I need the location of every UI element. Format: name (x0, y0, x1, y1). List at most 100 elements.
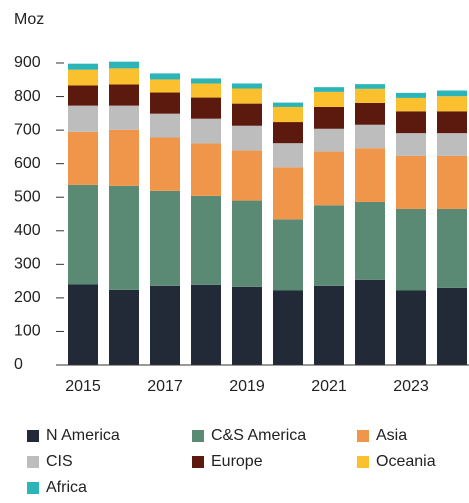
bar-segment (150, 73, 180, 80)
legend-label: N America (46, 427, 120, 444)
y-axis-label: Moz (14, 11, 44, 28)
bar-segment (314, 91, 344, 107)
bar-segment (314, 205, 344, 286)
legend-swatch (27, 456, 39, 468)
bar-segment (232, 200, 262, 287)
bar-segment (191, 97, 221, 119)
bar-segment (68, 85, 98, 106)
bar-segment (150, 92, 180, 114)
bar-segment (68, 105, 98, 132)
bar-segment (396, 92, 426, 98)
bar-segment (355, 84, 385, 89)
bar-segment (273, 290, 303, 365)
bar-segment (314, 151, 344, 206)
bar-segment (437, 133, 467, 156)
bar-segment (150, 79, 180, 93)
bar-segment (191, 284, 221, 365)
bar-segment (273, 167, 303, 220)
bar-segment (68, 284, 98, 365)
bar-segment (273, 106, 303, 123)
y-tick-label: 600 (14, 155, 41, 172)
x-tick-label: 2017 (147, 378, 183, 395)
legend-label: C&S America (211, 427, 306, 444)
bar-segment (109, 129, 139, 186)
bar-segment (150, 113, 180, 138)
bar-segment (150, 190, 180, 286)
legend-label: Europe (211, 453, 263, 470)
bar-segment (232, 150, 262, 201)
bar-segment (273, 219, 303, 291)
y-tick-label: 500 (14, 188, 41, 205)
y-tick-label: 700 (14, 121, 41, 138)
bar-segment (314, 128, 344, 152)
bar-segment (232, 103, 262, 126)
legend-swatch (357, 430, 369, 442)
bar-segment (191, 143, 221, 196)
legend-swatch (192, 456, 204, 468)
bar-segment (396, 111, 426, 134)
y-tick-label: 200 (14, 289, 41, 306)
bar-segment (355, 148, 385, 202)
x-tick-label: 2019 (229, 378, 265, 395)
bar-segment (355, 88, 385, 103)
legend-label: CIS (46, 453, 73, 470)
bar-segment (232, 83, 262, 89)
bar-segment (191, 118, 221, 144)
bar-segment (396, 133, 426, 156)
bar-segment (273, 122, 303, 144)
y-tick-label: 900 (14, 54, 41, 71)
bar-segment (437, 90, 467, 97)
bar-segment (437, 155, 467, 209)
bar-segment (355, 102, 385, 125)
bar-segment (191, 195, 221, 285)
bar-segment (191, 83, 221, 98)
legend-label: Asia (376, 427, 407, 444)
legend-label: Oceania (376, 453, 436, 470)
y-tick-label: 400 (14, 222, 41, 239)
bar-segment (191, 78, 221, 84)
bar-segment (232, 88, 262, 104)
legend-swatch (27, 482, 39, 494)
legend-swatch (27, 430, 39, 442)
bar-segment (109, 289, 139, 365)
bar-segment (314, 285, 344, 365)
bar-segment (355, 124, 385, 149)
bar-segment (109, 68, 139, 85)
x-tick-label: 2015 (65, 378, 101, 395)
bar-segment (437, 208, 467, 288)
bar-segment (232, 286, 262, 365)
legend-label: Africa (46, 479, 87, 496)
bar-segment (68, 69, 98, 86)
y-tick-label: 300 (14, 256, 41, 273)
bar-segment (232, 125, 262, 151)
bar-segment (109, 105, 139, 130)
bar-segment (396, 290, 426, 365)
bar-segment (68, 63, 98, 70)
bar-segment (68, 184, 98, 285)
bar-segment (273, 143, 303, 168)
bar-segment (68, 131, 98, 185)
y-tick-label: 800 (14, 88, 41, 105)
bar-segment (437, 96, 467, 112)
bar-segment (273, 102, 303, 107)
bar-segment (396, 208, 426, 291)
bar-segment (396, 155, 426, 209)
bar-segment (437, 111, 467, 134)
y-tick-label: 100 (14, 323, 41, 340)
bar-segment (150, 137, 180, 191)
bar-segment (150, 285, 180, 365)
x-tick-label: 2021 (311, 378, 347, 395)
legend-swatch (192, 430, 204, 442)
bar-segment (437, 287, 467, 365)
bar-segment (314, 106, 344, 129)
x-tick-label: 2023 (393, 378, 429, 395)
legend-swatch (357, 456, 369, 468)
bar-segment (355, 279, 385, 365)
bar-segment (109, 185, 139, 290)
bar-segment (314, 87, 344, 92)
bar-segment (396, 97, 426, 112)
bar-segment (109, 84, 139, 106)
bar-segment (355, 201, 385, 280)
y-tick-label: 0 (14, 356, 23, 373)
